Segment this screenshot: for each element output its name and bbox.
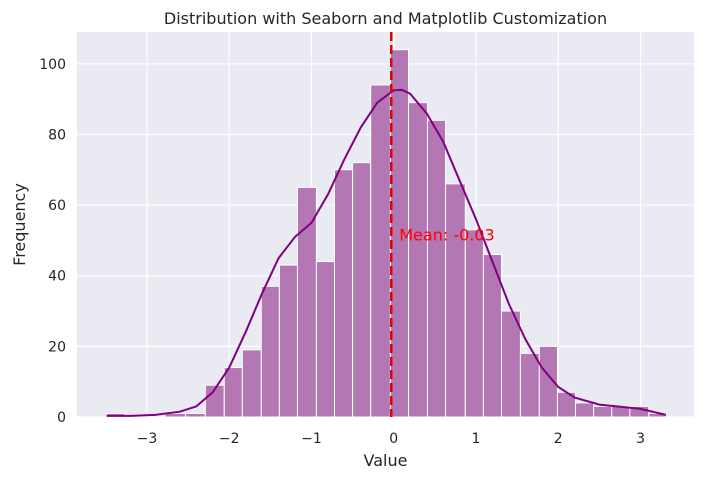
histogram-bar [185,412,206,418]
x-tick-labels: −3 −2 −1 0 1 2 3 [137,431,645,447]
histogram-bar [519,352,540,418]
x-tick-label: −1 [301,431,322,447]
y-tick-labels: 0 20 40 60 80 100 [39,57,66,426]
y-axis-label: Frequency [10,183,29,266]
histogram-bar [315,261,335,418]
x-tick-label: 0 [389,431,398,447]
y-tick-label: 40 [48,269,66,285]
mean-annotation: Mean: -0.03 [399,225,494,244]
histogram-bars [106,49,667,418]
histogram-bar [333,169,354,418]
kde-curve [106,88,667,417]
x-tick-label: 1 [472,431,481,447]
histogram-bar [538,345,558,418]
y-tick-label: 60 [48,198,66,214]
histogram-bar [223,367,243,418]
histogram-bar [278,264,298,418]
histogram-bar [260,285,280,418]
histogram-bar [296,186,317,418]
y-tick-label: 0 [57,410,66,426]
y-tick-label: 20 [48,339,66,355]
x-tick-label: −3 [137,431,158,447]
y-tick-label: 80 [48,127,66,143]
histogram-bar [464,229,484,418]
histogram-bar [426,119,447,418]
histogram-bar [241,349,262,418]
y-tick-label: 100 [39,57,66,73]
histogram-bar [575,402,595,418]
histogram-bar [408,102,428,418]
x-tick-label: 2 [554,431,563,447]
chart-title: Distribution with Seaborn and Matplotlib… [164,9,607,28]
histogram-bar [445,183,466,418]
x-tick-label: −2 [219,431,240,447]
histogram-bar [370,84,391,418]
x-axis-label: Value [364,451,408,470]
histogram-bar [500,310,521,418]
x-tick-label: 3 [636,431,645,447]
histogram-bar [352,162,372,418]
histogram-bar [593,405,613,418]
